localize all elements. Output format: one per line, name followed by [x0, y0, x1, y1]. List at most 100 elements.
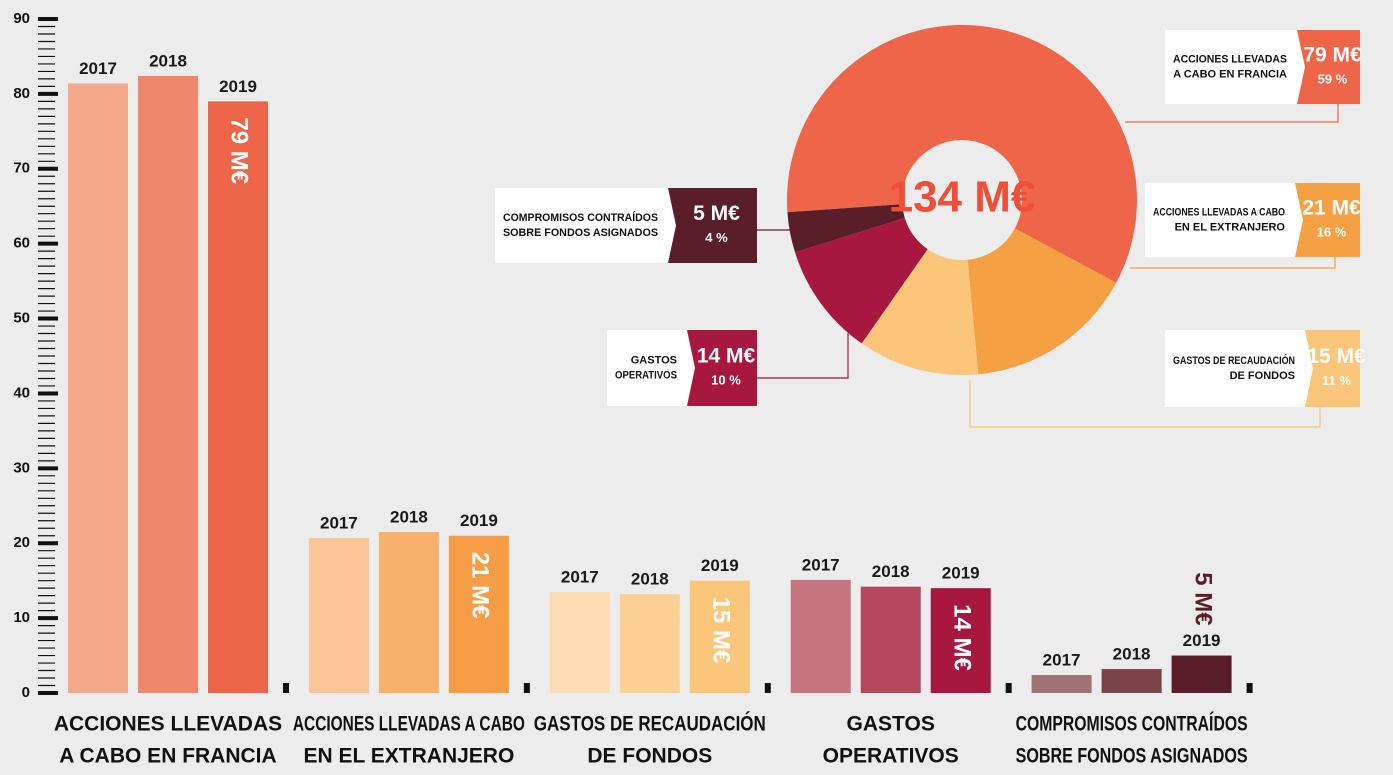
bar: [68, 83, 128, 694]
slice-percent-label: 10 %: [711, 372, 741, 387]
slice-category-label: ACCIONES LLEVADAS A CABO: [1153, 206, 1285, 218]
slice-category-label: A CABO EN FRANCIA: [1173, 68, 1287, 80]
slice-category-label: OPERATIVOS: [615, 369, 677, 381]
year-label: 2019: [460, 511, 498, 530]
y-tick-label: 40: [13, 384, 30, 401]
year-label: 2018: [631, 570, 669, 589]
y-tick-label: 80: [13, 85, 30, 102]
y-tick-label: 50: [13, 310, 30, 327]
value-label: 15 M€: [707, 597, 734, 664]
y-tick-label: 60: [13, 235, 30, 252]
slice-category-label: COMPROMISOS CONTRAÍDOS: [503, 211, 658, 224]
x-category-label: GASTOS: [847, 713, 935, 736]
value-label: 79 M€: [226, 117, 253, 184]
year-label: 2018: [390, 507, 428, 526]
label-box: [1165, 30, 1297, 104]
x-category-label: DE FONDOS: [587, 745, 712, 768]
group-separator: [283, 683, 289, 693]
value-box: [1297, 30, 1360, 104]
donut-slice: [795, 217, 928, 344]
bar: [1171, 655, 1232, 693]
bar: [930, 588, 991, 693]
donut-center-label: 134 M€: [889, 173, 1036, 222]
bar: [1031, 675, 1092, 693]
slice-percent-label: 4 %: [705, 230, 728, 245]
donut-slice: [787, 204, 905, 253]
x-category-label: COMPROMISOS CONTRAÍDOS: [1016, 713, 1248, 736]
value-label: 14 M€: [948, 604, 975, 671]
year-label: 2017: [802, 555, 840, 574]
label-box: [1145, 183, 1295, 257]
slice-category-label: ACCIONES LLEVADAS: [1173, 53, 1287, 65]
value-box: [687, 330, 757, 406]
year-label: 2018: [149, 51, 187, 70]
box-chevron: [687, 330, 695, 406]
donut-slice: [787, 25, 1137, 283]
slice-category-label: EN EL EXTRANJERO: [1175, 221, 1286, 233]
bar: [1101, 669, 1162, 693]
slice-category-label: GASTOS: [631, 354, 677, 366]
slice-category-label: DE FONDOS: [1230, 370, 1295, 382]
leader-line: [1125, 104, 1339, 123]
year-label: 2018: [1113, 645, 1151, 664]
year-label: 2019: [219, 77, 257, 96]
bar: [619, 594, 680, 693]
slice-value-label: 21 M€: [1302, 197, 1361, 220]
leader-line: [969, 380, 1321, 428]
value-label: 5 M€: [1189, 572, 1216, 625]
label-box: [495, 188, 668, 263]
box-chevron: [1297, 30, 1305, 104]
box-chevron: [1295, 183, 1303, 257]
slice-category-label: GASTOS DE RECAUDACIÓN: [1173, 354, 1295, 367]
group-separator: [764, 683, 771, 693]
group-separator: [523, 683, 530, 693]
year-label: 2019: [942, 564, 980, 583]
year-label: 2019: [701, 556, 739, 575]
x-category-label: GASTOS DE RECAUDACIÓN: [534, 712, 766, 736]
label-box: [607, 330, 687, 406]
box-chevron: [668, 188, 676, 263]
x-category-label: A CABO EN FRANCIA: [59, 745, 276, 768]
bar: [790, 579, 851, 693]
year-label: 2018: [872, 562, 910, 581]
y-tick-label: 0: [22, 684, 30, 701]
label-box: [1165, 330, 1305, 407]
slice-value-label: 5 M€: [693, 202, 740, 225]
bar: [138, 75, 198, 694]
slice-value-label: 79 M€: [1303, 44, 1362, 67]
group-separator: [1005, 683, 1012, 693]
slice-value-label: 14 M€: [697, 345, 756, 368]
value-box: [1305, 330, 1360, 407]
bar: [689, 580, 750, 693]
bar: [549, 591, 610, 693]
bar: [308, 537, 369, 693]
slice-percent-label: 59 %: [1318, 71, 1348, 86]
donut-slice: [861, 249, 979, 375]
year-label: 2017: [79, 59, 117, 78]
bar: [448, 535, 509, 693]
year-label: 2017: [320, 513, 358, 532]
y-tick-label: 20: [13, 534, 30, 551]
slice-value-label: 15 M€: [1307, 345, 1366, 368]
slice-category-label: SOBRE FONDOS ASIGNADOS: [503, 227, 658, 239]
y-tick-label: 90: [13, 10, 30, 27]
y-tick-label: 70: [13, 160, 30, 177]
x-category-label: SOBRE FONDOS ASIGNADOS: [1016, 745, 1248, 768]
x-category-label: ACCIONES LLEVADAS A CABO: [293, 713, 525, 736]
x-category-label: OPERATIVOS: [823, 745, 959, 768]
leader-line: [1130, 257, 1336, 269]
value-label: 21 M€: [467, 552, 494, 619]
year-label: 2017: [561, 567, 599, 586]
slice-percent-label: 16 %: [1317, 224, 1347, 239]
group-separator: [1246, 683, 1253, 693]
y-tick-label: 30: [13, 459, 30, 476]
value-box: [1295, 183, 1360, 257]
donut-slice: [967, 228, 1117, 375]
year-label: 2017: [1043, 651, 1081, 670]
bar: [860, 586, 921, 693]
bar: [208, 101, 268, 693]
box-chevron: [1305, 330, 1313, 407]
x-category-label: EN EL EXTRANJERO: [303, 745, 514, 768]
